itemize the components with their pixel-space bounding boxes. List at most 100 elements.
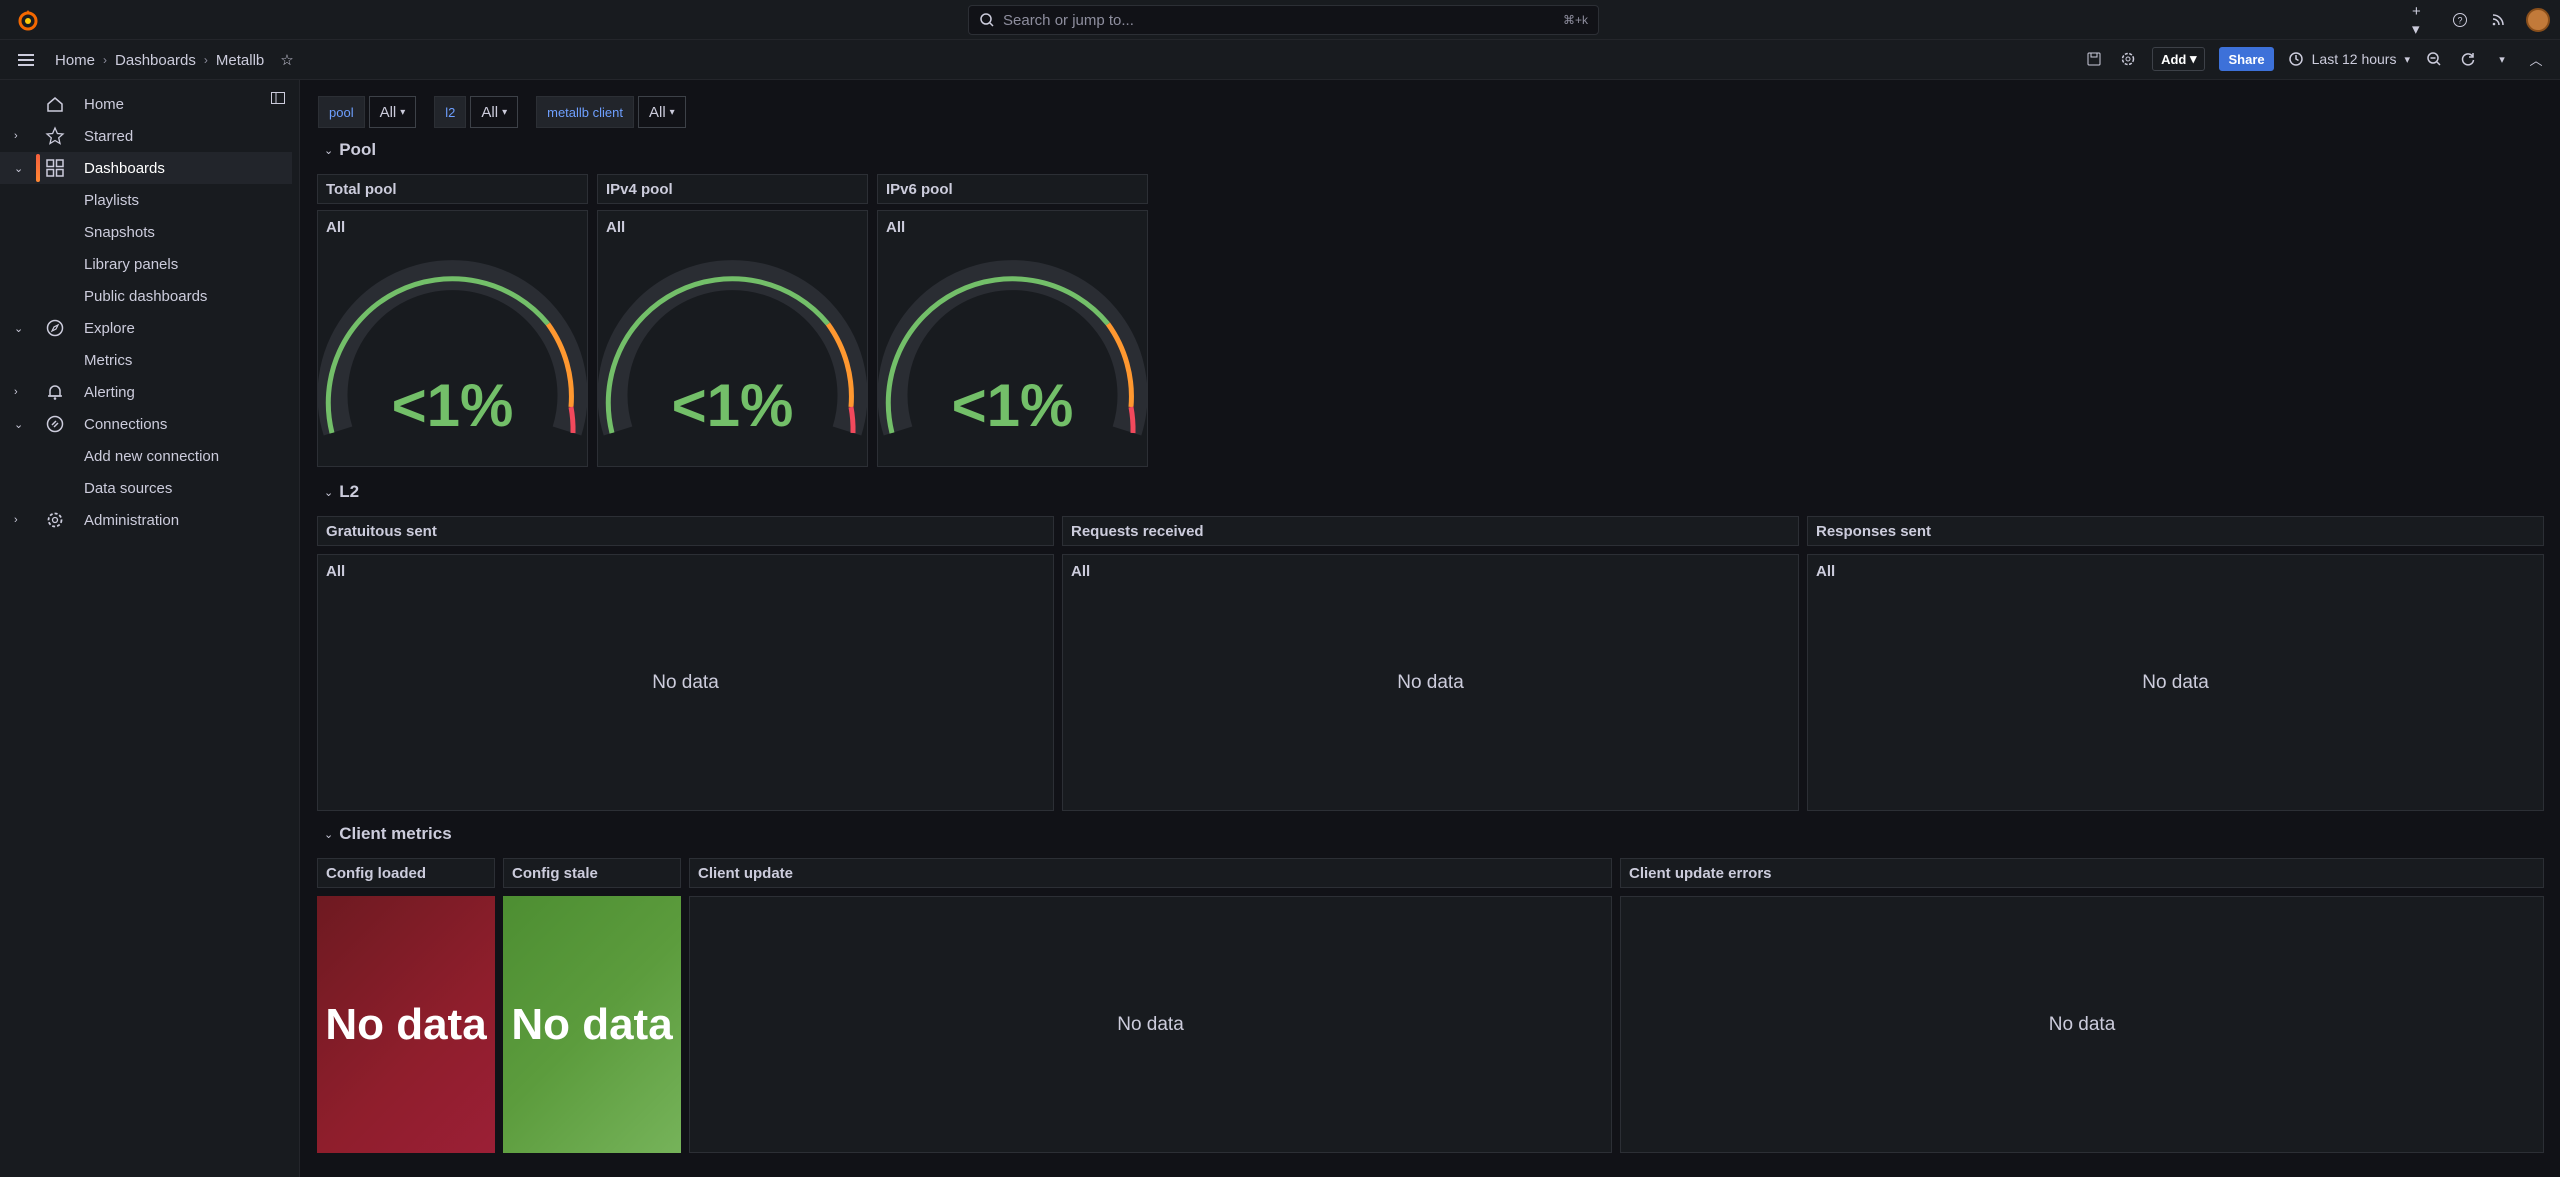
panel-title-total-pool[interactable]: Total pool [317, 174, 588, 204]
timeseries-panel-gratuitous-sent: All No data [317, 554, 1054, 811]
chevron-down-icon: ▾ [2404, 53, 2410, 66]
dock-menu-icon[interactable] [270, 90, 286, 106]
panel-title-gratuitous-sent[interactable]: Gratuitous sent [317, 516, 1054, 546]
sidebar-item-home[interactable]: Home [0, 88, 292, 120]
timeseries-panel-responses-sent: All No data [1807, 554, 2544, 811]
search-icon [980, 13, 994, 27]
cog-icon [47, 512, 63, 528]
variable-bar: pool All ▾ l2 All ▾ metallb client All ▾ [318, 96, 686, 128]
sidebar-item-dashboards[interactable]: ⌄ Dashboards [0, 152, 292, 184]
gauge-value: <1% [671, 372, 794, 439]
variable-pool: pool All ▾ [318, 96, 417, 128]
breadcrumb-dashboards[interactable]: Dashboards [115, 51, 196, 69]
panel-title-config-stale[interactable]: Config stale [503, 858, 681, 888]
variable-metallb-client: metallb client All ▾ [536, 96, 686, 128]
sidebar-item-connections[interactable]: ⌄ Connections [0, 408, 292, 440]
chevron-right-icon[interactable]: › [14, 514, 18, 526]
sidebar-item-administration[interactable]: › Administration [0, 504, 292, 536]
home-icon [47, 97, 63, 112]
chevron-down-icon[interactable]: ⌄ [14, 418, 24, 431]
sidebar-item-alerting[interactable]: › Alerting [0, 376, 292, 408]
save-icon[interactable] [2084, 49, 2104, 69]
timeseries-panel-requests-received: All No data [1062, 554, 1799, 811]
gauge-arc [318, 260, 587, 436]
chevron-down-icon: ⌄ [324, 828, 334, 841]
sidebar-item-public-dashboards[interactable]: Public dashboards [84, 288, 208, 305]
apps-icon [46, 159, 64, 177]
no-data-message: No data [652, 671, 719, 693]
row-l2[interactable]: ⌄ L2 [324, 482, 360, 501]
dashboard-main: pool All ▾ l2 All ▾ metallb client All ▾ ⌄ … [300, 80, 2560, 1177]
chevron-right-icon: › [203, 53, 208, 67]
panel-title-responses-sent[interactable]: Responses sent [1807, 516, 2544, 546]
gauge-value: <1% [391, 372, 514, 439]
sidebar-item-label: Alerting [84, 383, 135, 401]
panel-legend: All [886, 219, 906, 236]
help-icon[interactable]: ? [2450, 10, 2470, 30]
panel-title-ipv6-pool[interactable]: IPv6 pool [877, 174, 1148, 204]
grafana-logo-icon[interactable] [16, 8, 40, 32]
gauge-panel-ipv6-pool: All <1% [877, 210, 1148, 467]
sidebar-item-metrics[interactable]: Metrics [84, 352, 133, 369]
variable-label: l2 [434, 96, 467, 128]
panel-legend: All [326, 563, 346, 580]
variable-select[interactable]: All ▾ [470, 96, 519, 128]
sidebar-item-data-sources[interactable]: Data sources [84, 480, 173, 497]
chevron-down-icon[interactable]: ⌄ [14, 322, 24, 335]
chevron-down-icon: ⌄ [324, 486, 334, 499]
sidebar-item-snapshots[interactable]: Snapshots [84, 224, 155, 241]
time-range-picker[interactable]: Last 12 hours ▾ [2288, 51, 2410, 67]
rss-icon[interactable] [2488, 10, 2508, 30]
chevron-right-icon: › [103, 53, 108, 67]
compass-icon [46, 319, 64, 337]
panel-legend: All [1071, 563, 1091, 580]
bell-icon [48, 385, 62, 400]
panel-title-client-update-errors[interactable]: Client update errors [1620, 858, 2544, 888]
chevron-down-icon: ⌄ [324, 144, 334, 157]
sidebar-item-label: Home [84, 95, 125, 113]
share-button[interactable]: Share [2219, 47, 2274, 71]
sidebar-item-starred[interactable]: › Starred [0, 120, 292, 152]
sidebar-item-add-new-connection[interactable]: Add new connection [84, 448, 220, 465]
row-pool[interactable]: ⌄ Pool [324, 140, 377, 159]
variable-select[interactable]: All ▾ [368, 96, 417, 128]
zoom-out-icon[interactable] [2424, 49, 2444, 69]
variable-select[interactable]: All ▾ [637, 96, 686, 128]
sidebar-item-explore[interactable]: ⌄ Explore [0, 312, 292, 344]
panel-title-config-loaded[interactable]: Config loaded [317, 858, 495, 888]
chevron-down-icon[interactable]: ⌄ [14, 162, 24, 175]
active-indicator [36, 154, 40, 182]
refresh-icon[interactable] [2458, 49, 2478, 69]
panel-title-requests-received[interactable]: Requests received [1062, 516, 1799, 546]
panel-title-client-update[interactable]: Client update [689, 858, 1612, 888]
sidebar: Home › Starred ⌄ Dashboards Playlists Sn… [0, 80, 300, 1177]
menu-icon[interactable] [16, 50, 36, 70]
search-input[interactable]: Search or jump to... ⌘+k [968, 5, 1599, 35]
link-icon [46, 415, 64, 433]
search-shortcut: ⌘+k [1562, 13, 1588, 27]
breadcrumb-home[interactable]: Home [55, 51, 96, 69]
plus-icon[interactable]: + ▾ [2412, 2, 2421, 38]
sidebar-item-label: Explore [84, 319, 135, 337]
panel-title-ipv4-pool[interactable]: IPv4 pool [597, 174, 868, 204]
timeseries-panel-client-update-errors: No data [1620, 896, 2544, 1153]
add-button[interactable]: Add ▾ [2152, 47, 2206, 71]
clock-icon [2288, 52, 2303, 66]
collapse-icon[interactable]: ︿ [2529, 52, 2543, 68]
breadcrumb: Home › Dashboards › Metallb ☆ [55, 51, 294, 70]
star-icon[interactable]: ☆ [280, 52, 294, 69]
stat-panel-config-stale: No data [503, 896, 681, 1153]
no-data-message: No data [1117, 1013, 1184, 1035]
dashboard-nav-bar: Home › Dashboards › Metallb ☆ Add ▾ Shar… [0, 40, 2560, 80]
variable-label: pool [318, 96, 365, 128]
sidebar-item-playlists[interactable]: Playlists [84, 192, 140, 209]
settings-icon[interactable] [2118, 49, 2138, 69]
refresh-interval-chevron-icon[interactable]: ▾ [2499, 53, 2505, 66]
row-client-metrics[interactable]: ⌄ Client metrics [324, 824, 452, 843]
user-avatar[interactable] [2526, 8, 2550, 32]
chevron-right-icon[interactable]: › [14, 130, 18, 142]
sidebar-item-library-panels[interactable]: Library panels [84, 256, 179, 273]
chevron-right-icon[interactable]: › [14, 386, 18, 398]
sidebar-item-label: Starred [84, 127, 134, 145]
gauge-panel-ipv4-pool: All <1% [597, 210, 868, 467]
